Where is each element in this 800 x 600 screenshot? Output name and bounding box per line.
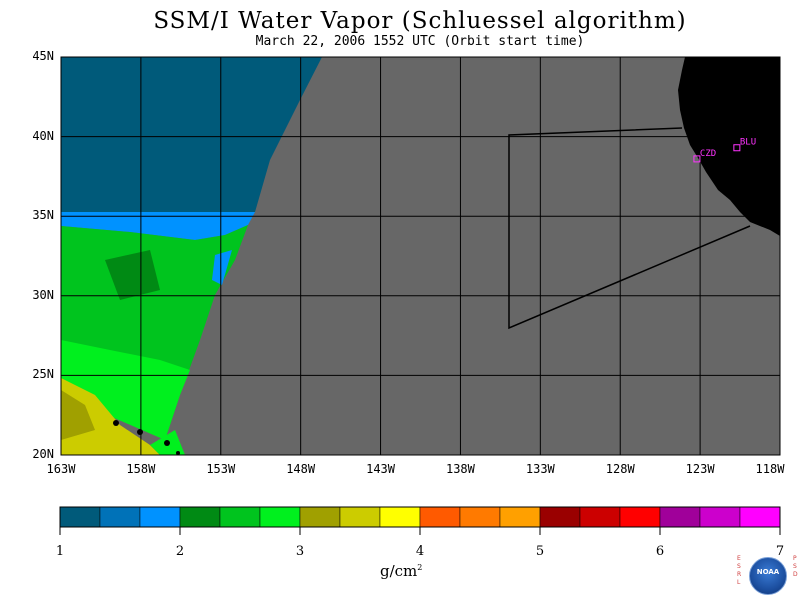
data-swath — [61, 57, 322, 455]
lat-tick-label: 45N — [32, 49, 54, 63]
colorbar-label: 2 — [175, 544, 185, 559]
lon-tick-label: 138W — [445, 462, 475, 476]
colorbar-units: g/cm2 — [380, 562, 422, 580]
colorbar-swatch — [699, 506, 741, 528]
island-marker — [164, 440, 170, 446]
lon-tick-label: 153W — [206, 462, 236, 476]
swath-dark-olive — [61, 390, 95, 440]
lat-tick-label: 20N — [32, 447, 54, 461]
colorbar-swatch — [99, 506, 141, 528]
colorbar-label: 4 — [415, 544, 425, 559]
lon-tick-label: 143W — [366, 462, 395, 476]
colorbar-swatch — [299, 506, 341, 528]
colorbar-swatch — [499, 506, 541, 528]
lat-tick-label: 40N — [32, 128, 54, 143]
swath-blue-patch — [212, 250, 232, 285]
colorbar-label: 6 — [655, 544, 665, 559]
land-mass — [678, 57, 780, 236]
colorbar-swatch — [219, 506, 261, 528]
lon-tick-label: 148W — [286, 462, 316, 476]
colorbar-label: 3 — [295, 544, 305, 559]
colorbar-swatch — [59, 506, 101, 528]
colorbar-swatch — [619, 506, 661, 528]
land-polygon — [678, 57, 780, 236]
island-marker — [113, 420, 119, 426]
noaa-emblem-icon: NOAA — [749, 557, 787, 595]
colorbar-swatch — [139, 506, 181, 528]
colorbar-swatch — [419, 506, 461, 528]
colorbar-swatch — [379, 506, 421, 528]
colorbar-swatch — [659, 506, 701, 528]
station-markers: CZD BLU — [693, 138, 756, 163]
lon-tick-label: 118W — [755, 462, 785, 476]
swath-dark-blue — [61, 57, 322, 212]
colorbar-swatch — [259, 506, 301, 528]
island-marker — [137, 429, 143, 435]
swath-olive — [61, 378, 160, 455]
colorbar-label: 1 — [55, 544, 65, 559]
noaa-emblem-text: NOAA — [756, 568, 780, 576]
swath-bright-green — [61, 340, 190, 440]
lon-tick-label: 163W — [46, 462, 76, 476]
colorbar-swatches — [59, 506, 781, 528]
station-square — [693, 155, 701, 163]
units-text: g/cm — [380, 562, 418, 580]
lat-tick-label: 35N — [32, 208, 54, 223]
colorbar-label: 7 — [775, 544, 785, 559]
lon-tick-label: 128W — [605, 462, 635, 476]
station-square — [733, 144, 741, 152]
lat-tick-label: 25N — [32, 367, 54, 382]
colorbar-swatch — [579, 506, 621, 528]
colorbar-swatch — [539, 506, 581, 528]
sounding-track — [508, 127, 751, 330]
colorbar-swatch — [339, 506, 381, 528]
map-subtitle: March 22, 2006 1552 UTC (Orbit start tim… — [255, 34, 585, 49]
colorbar-swatch — [179, 506, 221, 528]
lon-tick-label: 158W — [126, 462, 156, 476]
lat-tick-label: 30N — [32, 287, 54, 302]
island-marker — [176, 451, 180, 455]
lon-tick-label: 123W — [685, 462, 715, 476]
colorbar-ticks — [59, 527, 781, 535]
colorbar-label: 5 — [535, 544, 545, 559]
track-line — [508, 127, 751, 330]
swath-blue — [61, 212, 255, 240]
lon-tick-label: 133W — [525, 462, 555, 476]
swath-dark-green-patch — [105, 250, 160, 300]
station-label: BLU — [740, 138, 756, 148]
colorbar-swatch — [459, 506, 501, 528]
units-exponent: 2 — [417, 563, 423, 572]
map-title: SSM/I Water Vapor (Schluessel algorithm) — [153, 8, 687, 34]
map-frame — [60, 56, 781, 456]
colorbar-swatch — [739, 506, 781, 528]
station-label: CZD — [700, 149, 716, 159]
